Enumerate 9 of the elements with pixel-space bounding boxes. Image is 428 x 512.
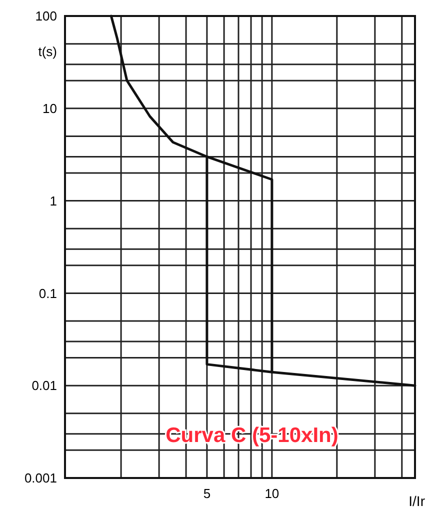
x-tick-label: 5 [203, 486, 211, 501]
y-tick-label: 0.01 [32, 378, 57, 394]
y-axis-title: t(s) [38, 44, 57, 59]
y-tick-label: 1 [50, 193, 57, 208]
x-axis-title: I/Ir [408, 493, 426, 509]
y-tick-label: 0.1 [38, 286, 57, 301]
y-tick-label: 10 [42, 100, 57, 116]
y-tick-label: 0.001 [24, 470, 57, 486]
y-tick-label: 100 [35, 8, 57, 24]
